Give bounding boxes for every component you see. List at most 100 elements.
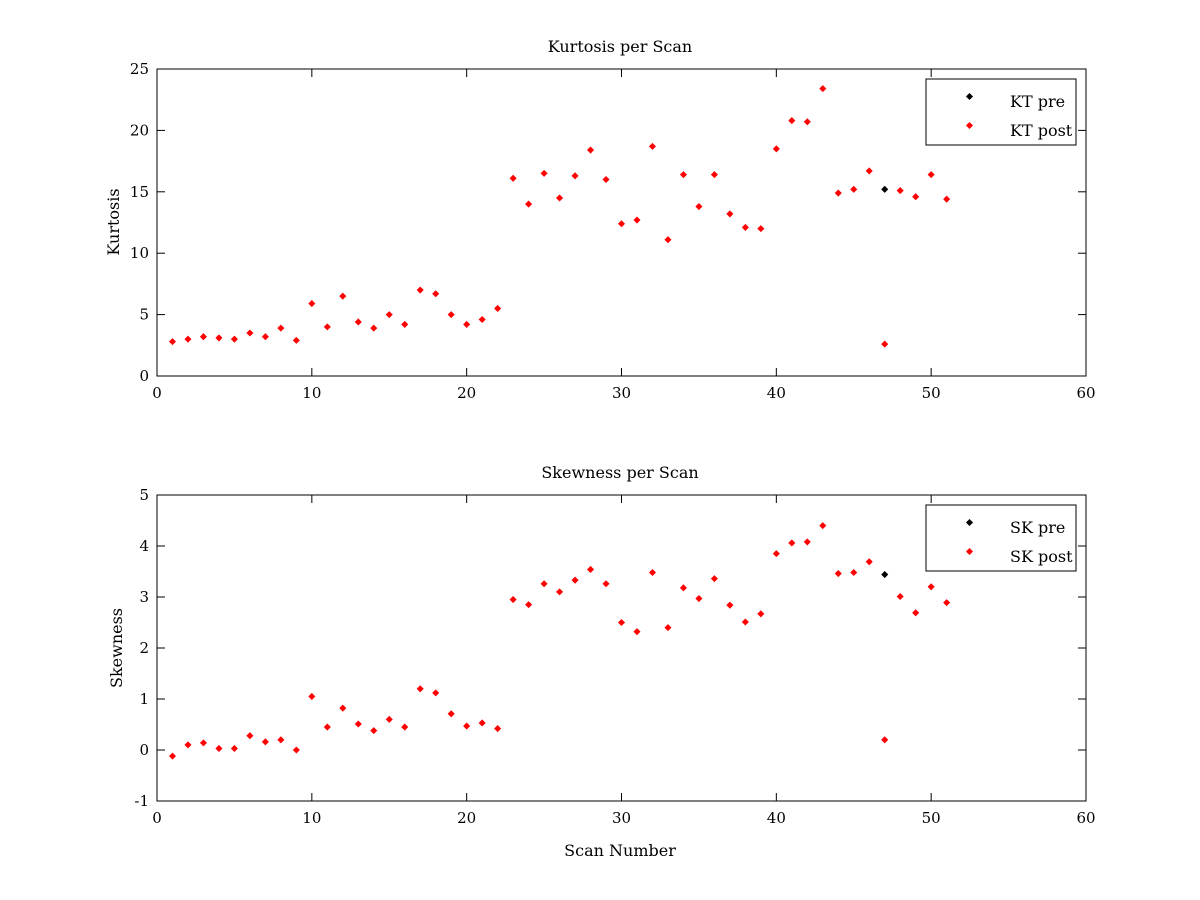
- data-point: [943, 195, 951, 203]
- data-point: [401, 320, 409, 328]
- data-point: [540, 169, 548, 177]
- data-point: [339, 704, 347, 712]
- axis-ticks: 0 10 20 30 40 50 60 0 5 10 15 20 25: [130, 60, 1096, 402]
- data-point: [261, 333, 269, 341]
- data-point: [741, 223, 749, 231]
- data-point: [881, 340, 889, 348]
- x-tick-label: 40: [767, 809, 786, 827]
- data-point: [354, 318, 362, 326]
- data-point: [679, 171, 687, 179]
- data-point: [463, 320, 471, 328]
- data-point: [927, 583, 935, 591]
- legend-label-post: KT post: [1010, 121, 1073, 140]
- data-point: [633, 628, 641, 636]
- x-tick-label: 60: [1076, 809, 1095, 827]
- data-point: [246, 732, 254, 740]
- data-point: [246, 329, 254, 337]
- y-tick-label: 0: [139, 367, 149, 385]
- data-point: [726, 210, 734, 218]
- data-point: [850, 568, 858, 577]
- data-point: [834, 189, 842, 197]
- data-point: [679, 584, 687, 592]
- legend-box: [925, 504, 1077, 572]
- y-tick-label: 10: [130, 244, 149, 262]
- chart-title: Kurtosis per Scan: [548, 37, 692, 56]
- data-point: [586, 565, 595, 573]
- data-point: [664, 624, 672, 632]
- data-point: [757, 610, 765, 618]
- y-axis-title: Skewness: [107, 608, 126, 688]
- data-point: [772, 145, 780, 153]
- data-point: [664, 236, 672, 244]
- y-tick-label: 25: [130, 60, 149, 78]
- y-tick-label: 3: [139, 588, 149, 606]
- data-point: [199, 333, 207, 341]
- data-point: [741, 618, 749, 626]
- x-tick-label: 30: [612, 809, 631, 827]
- data-points: [168, 85, 951, 348]
- data-point: [540, 580, 548, 588]
- data-point: [710, 171, 718, 179]
- data-point: [912, 193, 920, 201]
- data-point: [865, 558, 873, 566]
- data-point: [370, 324, 378, 332]
- data-point: [881, 736, 889, 744]
- data-point: [881, 571, 889, 579]
- data-point: [215, 334, 223, 342]
- legend-marker-pre: [965, 92, 974, 101]
- data-point: [726, 601, 734, 609]
- data-point: [385, 311, 393, 319]
- skewness-chart: Skewness per Scan Skewness Scan Number 0…: [107, 463, 1096, 860]
- y-axis-title: Kurtosis: [104, 188, 123, 255]
- x-tick-label: 40: [767, 384, 786, 402]
- data-point: [912, 609, 920, 617]
- data-point: [230, 744, 238, 753]
- data-point: [432, 689, 440, 697]
- data-point: [168, 752, 177, 760]
- data-point: [478, 719, 486, 727]
- y-tick-label: 5: [139, 486, 149, 504]
- kurtosis-chart: Kurtosis per Scan Kurtosis 0 10 20 30 40 50 60…: [104, 37, 1096, 402]
- y-tick-label: 0: [139, 741, 149, 759]
- x-tick-label: 60: [1076, 384, 1095, 402]
- data-point: [323, 723, 331, 731]
- x-tick-label: 50: [922, 384, 941, 402]
- data-point: [525, 601, 533, 609]
- data-point: [788, 539, 796, 547]
- data-point: [896, 187, 904, 195]
- data-point: [803, 118, 811, 126]
- y-tick-label: 15: [130, 183, 149, 201]
- data-point: [602, 580, 610, 588]
- data-point: [556, 588, 564, 596]
- chart-title: Skewness per Scan: [541, 463, 698, 482]
- data-point: [292, 336, 300, 344]
- data-point: [803, 538, 811, 546]
- data-point: [757, 225, 765, 233]
- data-point: [230, 335, 238, 343]
- data-point: [168, 338, 177, 346]
- data-point: [788, 117, 796, 125]
- data-point: [308, 300, 316, 308]
- x-tick-label: 10: [302, 809, 321, 827]
- data-point: [586, 146, 595, 154]
- data-point: [308, 692, 316, 700]
- data-point: [943, 599, 951, 607]
- data-point: [323, 323, 331, 331]
- y-tick-label: 2: [139, 639, 149, 657]
- data-point: [432, 290, 440, 298]
- data-point: [261, 738, 269, 746]
- data-point: [416, 286, 424, 294]
- data-point: [478, 315, 486, 324]
- data-point: [850, 185, 858, 193]
- data-point: [881, 185, 889, 193]
- legend: SK pre SK post: [925, 504, 1077, 572]
- data-point: [354, 720, 362, 728]
- data-point: [509, 174, 517, 182]
- x-tick-label: 20: [457, 384, 476, 402]
- x-axis-title: Scan Number: [564, 841, 676, 860]
- data-point: [772, 550, 780, 558]
- data-point: [571, 172, 579, 180]
- data-point: [447, 710, 455, 718]
